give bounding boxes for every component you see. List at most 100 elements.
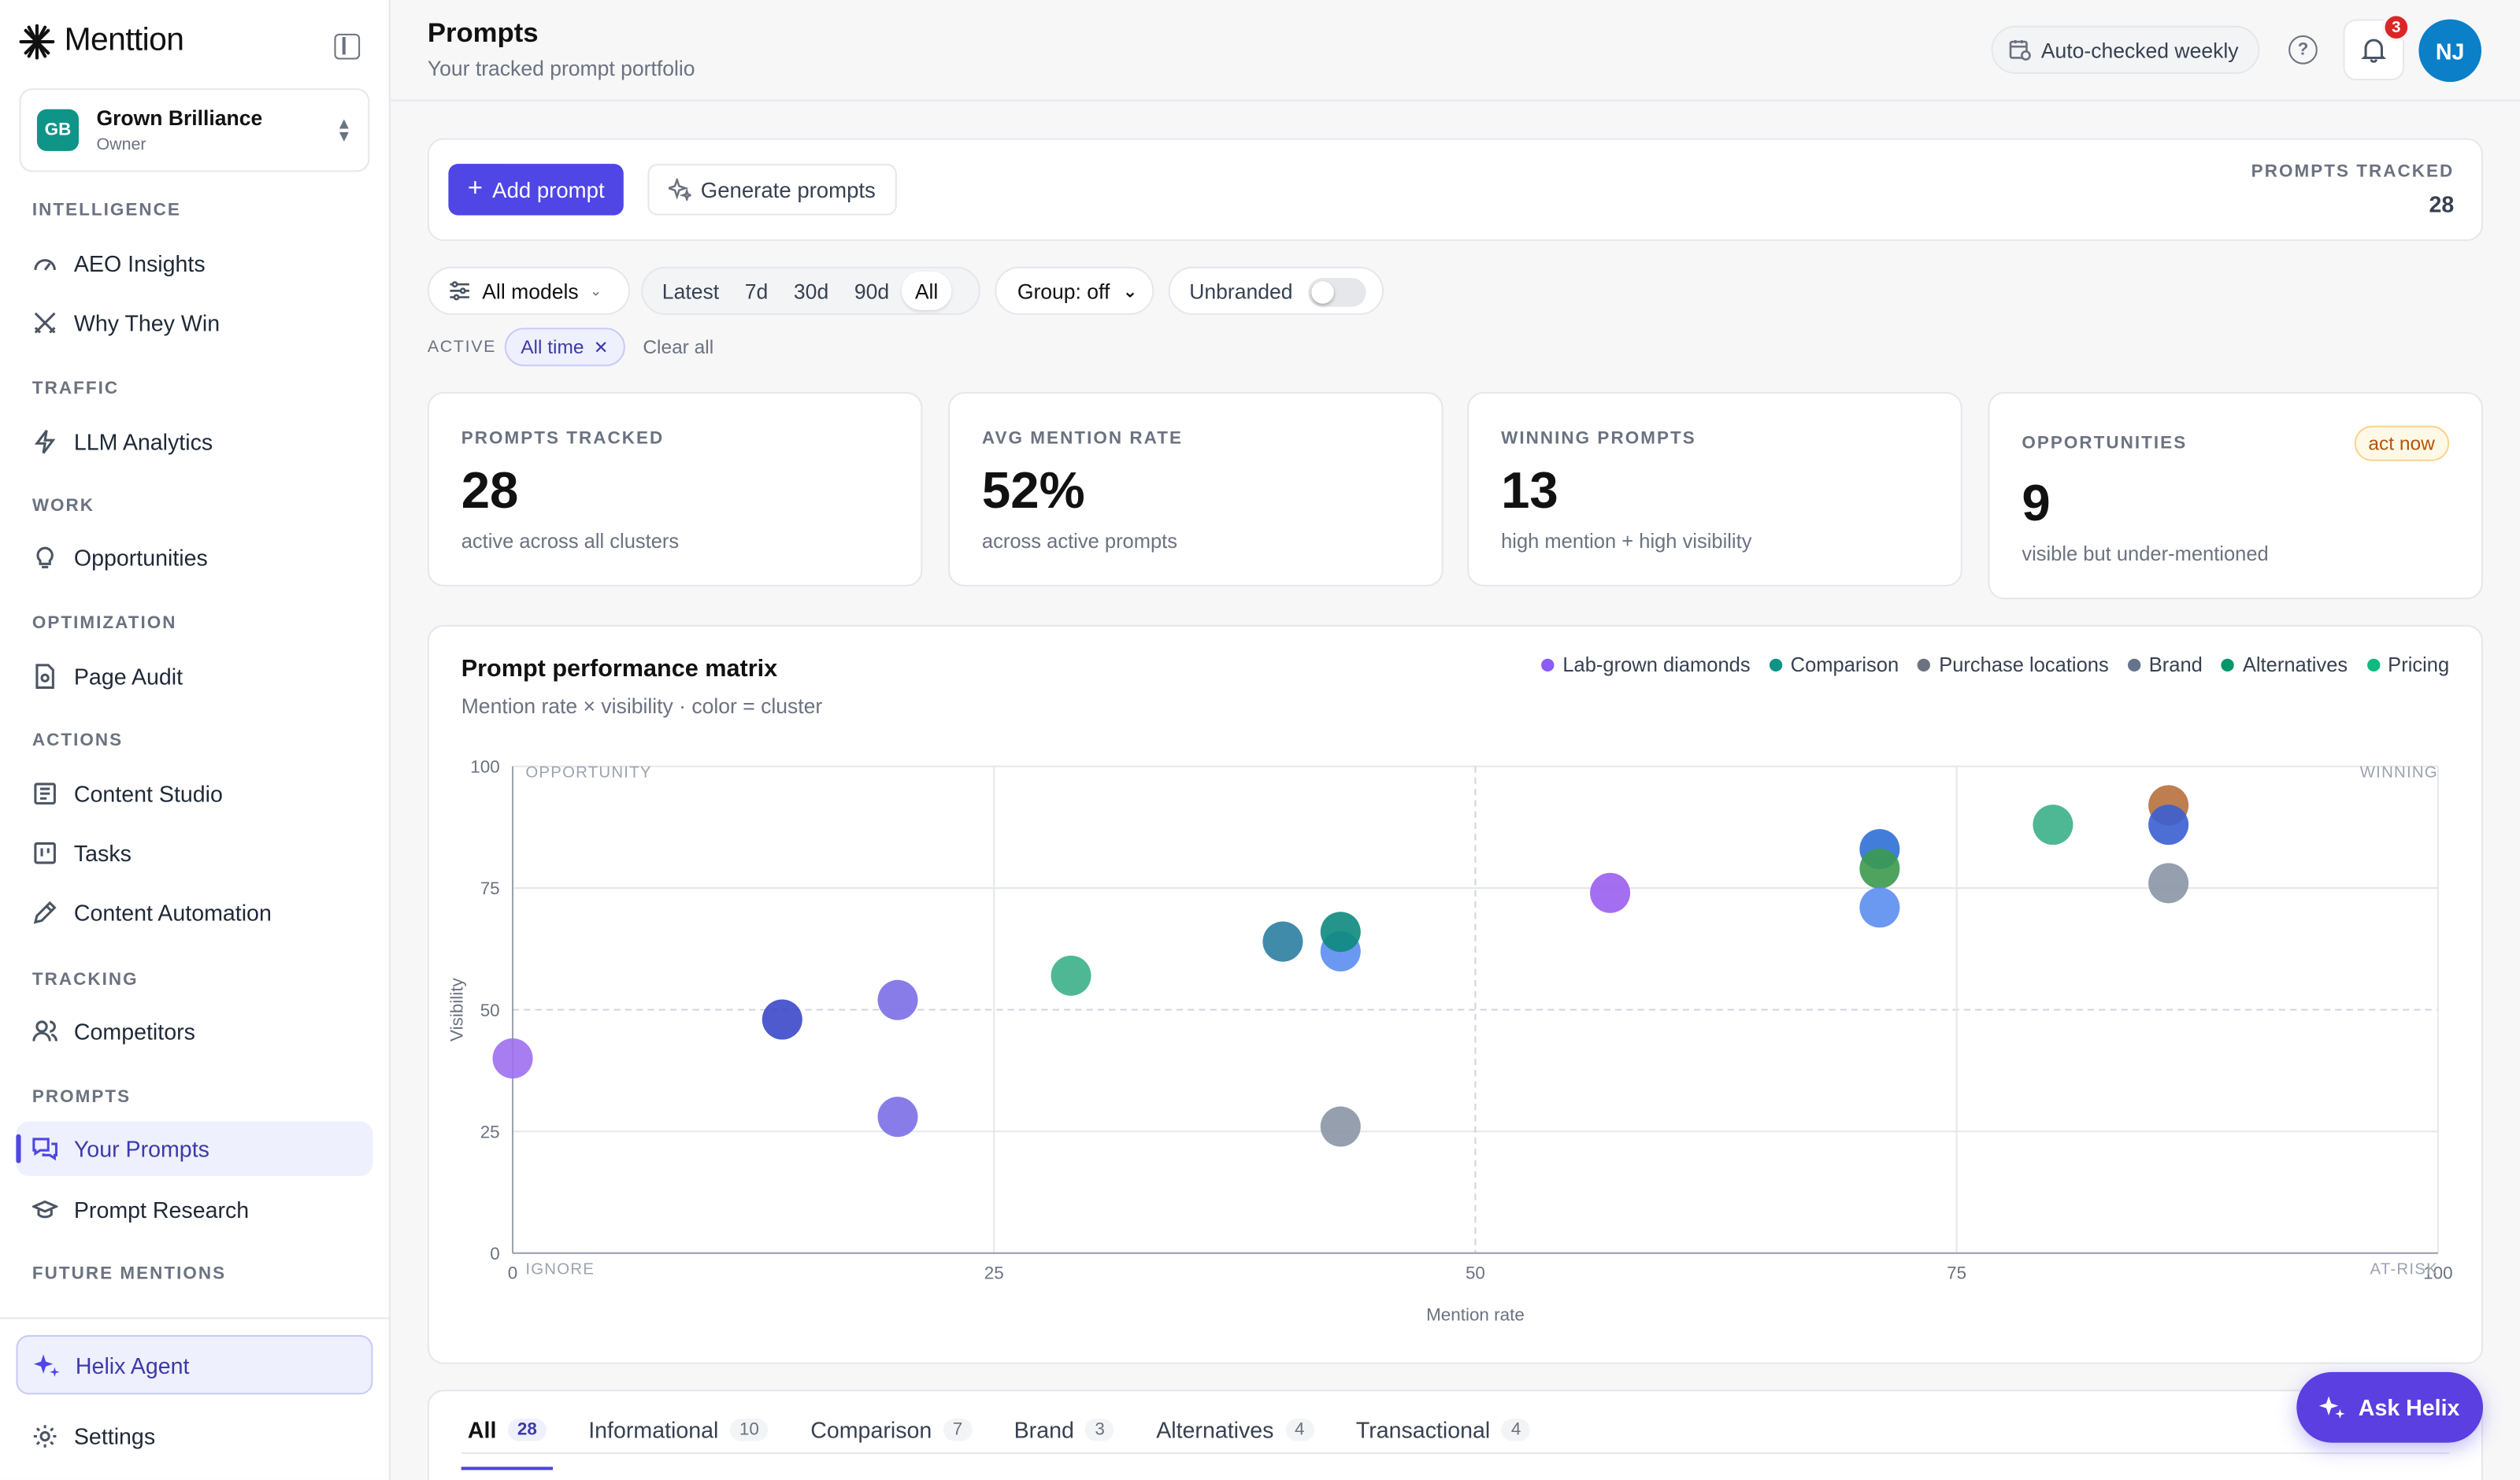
stat-label: WINNING PROMPTS [1501,428,1696,449]
auto-check-badge[interactable]: Auto-checked weekly [1991,25,2260,74]
app-logo[interactable]: Menttion [19,23,184,60]
scatter-point[interactable] [2033,805,2073,845]
legend-item[interactable]: Purchase locations [1918,653,2109,677]
scatter-point[interactable] [1320,1106,1361,1147]
user-avatar[interactable]: NJ [2418,19,2481,83]
sidebar-item-settings[interactable]: Settings [16,1409,372,1463]
legend-item[interactable]: Lab-grown diamonds [1541,653,1751,677]
scatter-point[interactable] [1859,848,1900,889]
notifications-button[interactable] [2343,19,2405,81]
unbranded-label: Unbranded [1189,279,1293,303]
prompts-tracked-value: 28 [2429,191,2455,217]
models-filter-label: All models [482,279,579,303]
sidebar-item-content-studio[interactable]: Content Studio [16,766,372,820]
sidebar-item-content-automation[interactable]: Content Automation [16,885,372,939]
ask-helix-button[interactable]: Ask Helix [2296,1371,2484,1443]
sidebar-item-why-they-win[interactable]: Why They Win [16,296,372,350]
scatter-point[interactable] [492,1038,533,1079]
org-switcher[interactable]: GB Grown Brilliance Owner ▲ ▼ [19,88,370,172]
stat-card-prompts-tracked: PROMPTS TRACKED 28 active across all clu… [427,391,923,586]
tab-transactional[interactable]: Transactional 4 [1356,1408,1531,1452]
legend-label: Comparison [1790,653,1899,677]
stat-label: OPPORTUNITIES [2022,434,2188,453]
legend-dot [1918,658,1931,672]
models-filter[interactable]: All models ⌄ [427,266,630,315]
crossed-swords-icon [32,310,58,336]
sidebar-item-opportunities[interactable]: Opportunities [16,530,372,584]
sidebar-item-aeo-insights[interactable]: AEO Insights [16,236,372,290]
scatter-point[interactable] [1262,921,1303,962]
users-icon [32,1019,58,1045]
bell-icon [2361,39,2387,63]
sidebar-item-competitors[interactable]: Competitors [16,1005,372,1059]
scatter-point[interactable] [877,1097,918,1138]
group-select[interactable]: Group: off ⌄ [995,266,1154,315]
scatter-point[interactable] [1590,872,1631,913]
scatter-point[interactable] [1859,887,1900,928]
quadrant-label-at-risk: AT-RISK [2370,1260,2438,1278]
range-all[interactable]: All [902,271,951,310]
ask-helix-label: Ask Helix [2358,1394,2460,1421]
section-work: WORK [32,496,95,516]
legend-item[interactable]: Alternatives [2222,653,2348,677]
legend-label: Alternatives [2242,653,2348,677]
legend-item[interactable]: Brand [2128,654,2203,676]
sidebar-item-tasks[interactable]: Tasks [16,826,372,880]
clear-all-link[interactable]: Clear all [643,335,714,359]
active-chip-label: All time [521,335,584,359]
x-tick-label: 25 [984,1263,1004,1282]
range-90d[interactable]: 90d [854,279,890,303]
tab-comparison[interactable]: Comparison 7 [810,1408,973,1452]
sidebar-item-label: LLM Analytics [73,428,213,455]
tab-count: 10 [729,1419,769,1441]
quadrant-label-ignore: IGNORE [525,1260,595,1278]
legend-label: Purchase locations [1939,653,2109,677]
scatter-point[interactable] [1051,955,1091,996]
scatter-point[interactable] [877,979,918,1020]
collapse-sidebar-icon[interactable] [334,33,361,60]
tab-informational[interactable]: Informational 10 [588,1408,769,1452]
quadrant-label-opportunity: OPPORTUNITY [525,764,651,782]
legend-label: Lab-grown diamonds [1562,653,1751,677]
scatter-point[interactable] [762,999,802,1040]
unbranded-toggle[interactable] [1308,278,1366,307]
range-7d[interactable]: 7d [744,279,769,303]
legend-dot [1541,658,1555,672]
range-latest[interactable]: Latest [662,279,720,303]
stat-value: 28 [461,461,519,520]
stat-subtext: across active prompts [981,530,1178,553]
legend-dot [2366,658,2380,672]
kanban-icon [32,840,58,866]
scatter-point[interactable] [1320,912,1361,953]
sidebar-item-page-audit[interactable]: Page Audit [16,649,372,703]
sidebar-item-your-prompts[interactable]: Your Prompts [16,1121,373,1176]
active-filter-chip[interactable]: All time ✕ [504,327,624,367]
sidebar-item-prompt-research[interactable]: Prompt Research [16,1182,372,1237]
actions-card: + Add prompt Generate prompts PROMPTS TR… [427,138,2484,242]
tab-all[interactable]: All 28 [461,1408,554,1471]
legend-item[interactable]: Pricing [2366,653,2450,677]
auto-check-label: Auto-checked weekly [2040,37,2239,62]
plus-icon: + [467,175,483,203]
tab-alternatives[interactable]: Alternatives 4 [1156,1408,1314,1452]
range-30d[interactable]: 30d [793,279,829,303]
generate-prompts-label: Generate prompts [700,177,876,202]
stat-subtext: visible but under-mentioned [2022,542,2269,566]
tab-count: 28 [507,1419,547,1441]
tab-brand[interactable]: Brand 3 [1014,1408,1115,1452]
section-actions: ACTIONS [32,731,124,751]
stat-card-opportunities[interactable]: OPPORTUNITIES act now 9 visible but unde… [1988,391,2484,600]
legend-item[interactable]: Comparison [1770,653,1899,677]
legend-label: Pricing [2388,653,2450,677]
add-prompt-button[interactable]: + Add prompt [448,164,624,216]
help-icon[interactable]: ? [2288,35,2318,65]
sidebar-item-llm-analytics[interactable]: LLM Analytics [16,415,372,469]
legend-dot [2128,658,2141,672]
close-icon[interactable]: ✕ [593,338,609,358]
stat-label: PROMPTS TRACKED [461,428,665,449]
scatter-point[interactable] [2148,863,2189,904]
scatter-point[interactable] [2148,805,2189,845]
stat-subtext: active across all clusters [461,530,680,553]
sidebar-item-helix-agent[interactable]: Helix Agent [16,1334,373,1395]
generate-prompts-button[interactable]: Generate prompts [647,164,897,216]
